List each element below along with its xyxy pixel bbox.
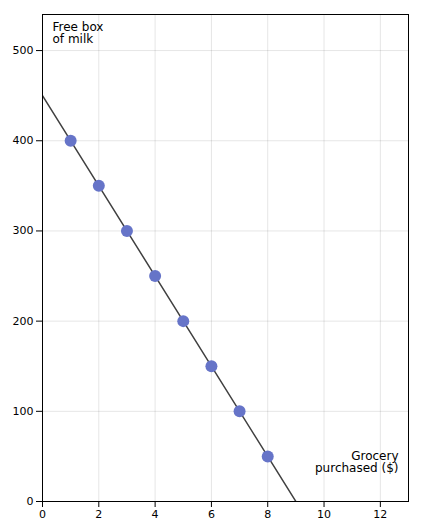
svg-text:100: 100 — [13, 405, 34, 418]
svg-text:12: 12 — [373, 508, 387, 521]
svg-text:0: 0 — [39, 508, 46, 521]
svg-text:400: 400 — [13, 134, 34, 147]
svg-text:Grocerypurchased ($): Grocerypurchased ($) — [315, 449, 399, 475]
svg-text:4: 4 — [152, 508, 159, 521]
svg-text:500: 500 — [13, 44, 34, 57]
svg-text:6: 6 — [208, 508, 215, 521]
svg-text:10: 10 — [317, 508, 331, 521]
svg-text:200: 200 — [13, 315, 34, 328]
svg-text:2: 2 — [95, 508, 102, 521]
svg-text:Free boxof milk: Free boxof milk — [53, 20, 104, 46]
svg-text:8: 8 — [264, 508, 271, 521]
svg-text:0: 0 — [27, 495, 34, 508]
svg-text:300: 300 — [13, 224, 34, 237]
